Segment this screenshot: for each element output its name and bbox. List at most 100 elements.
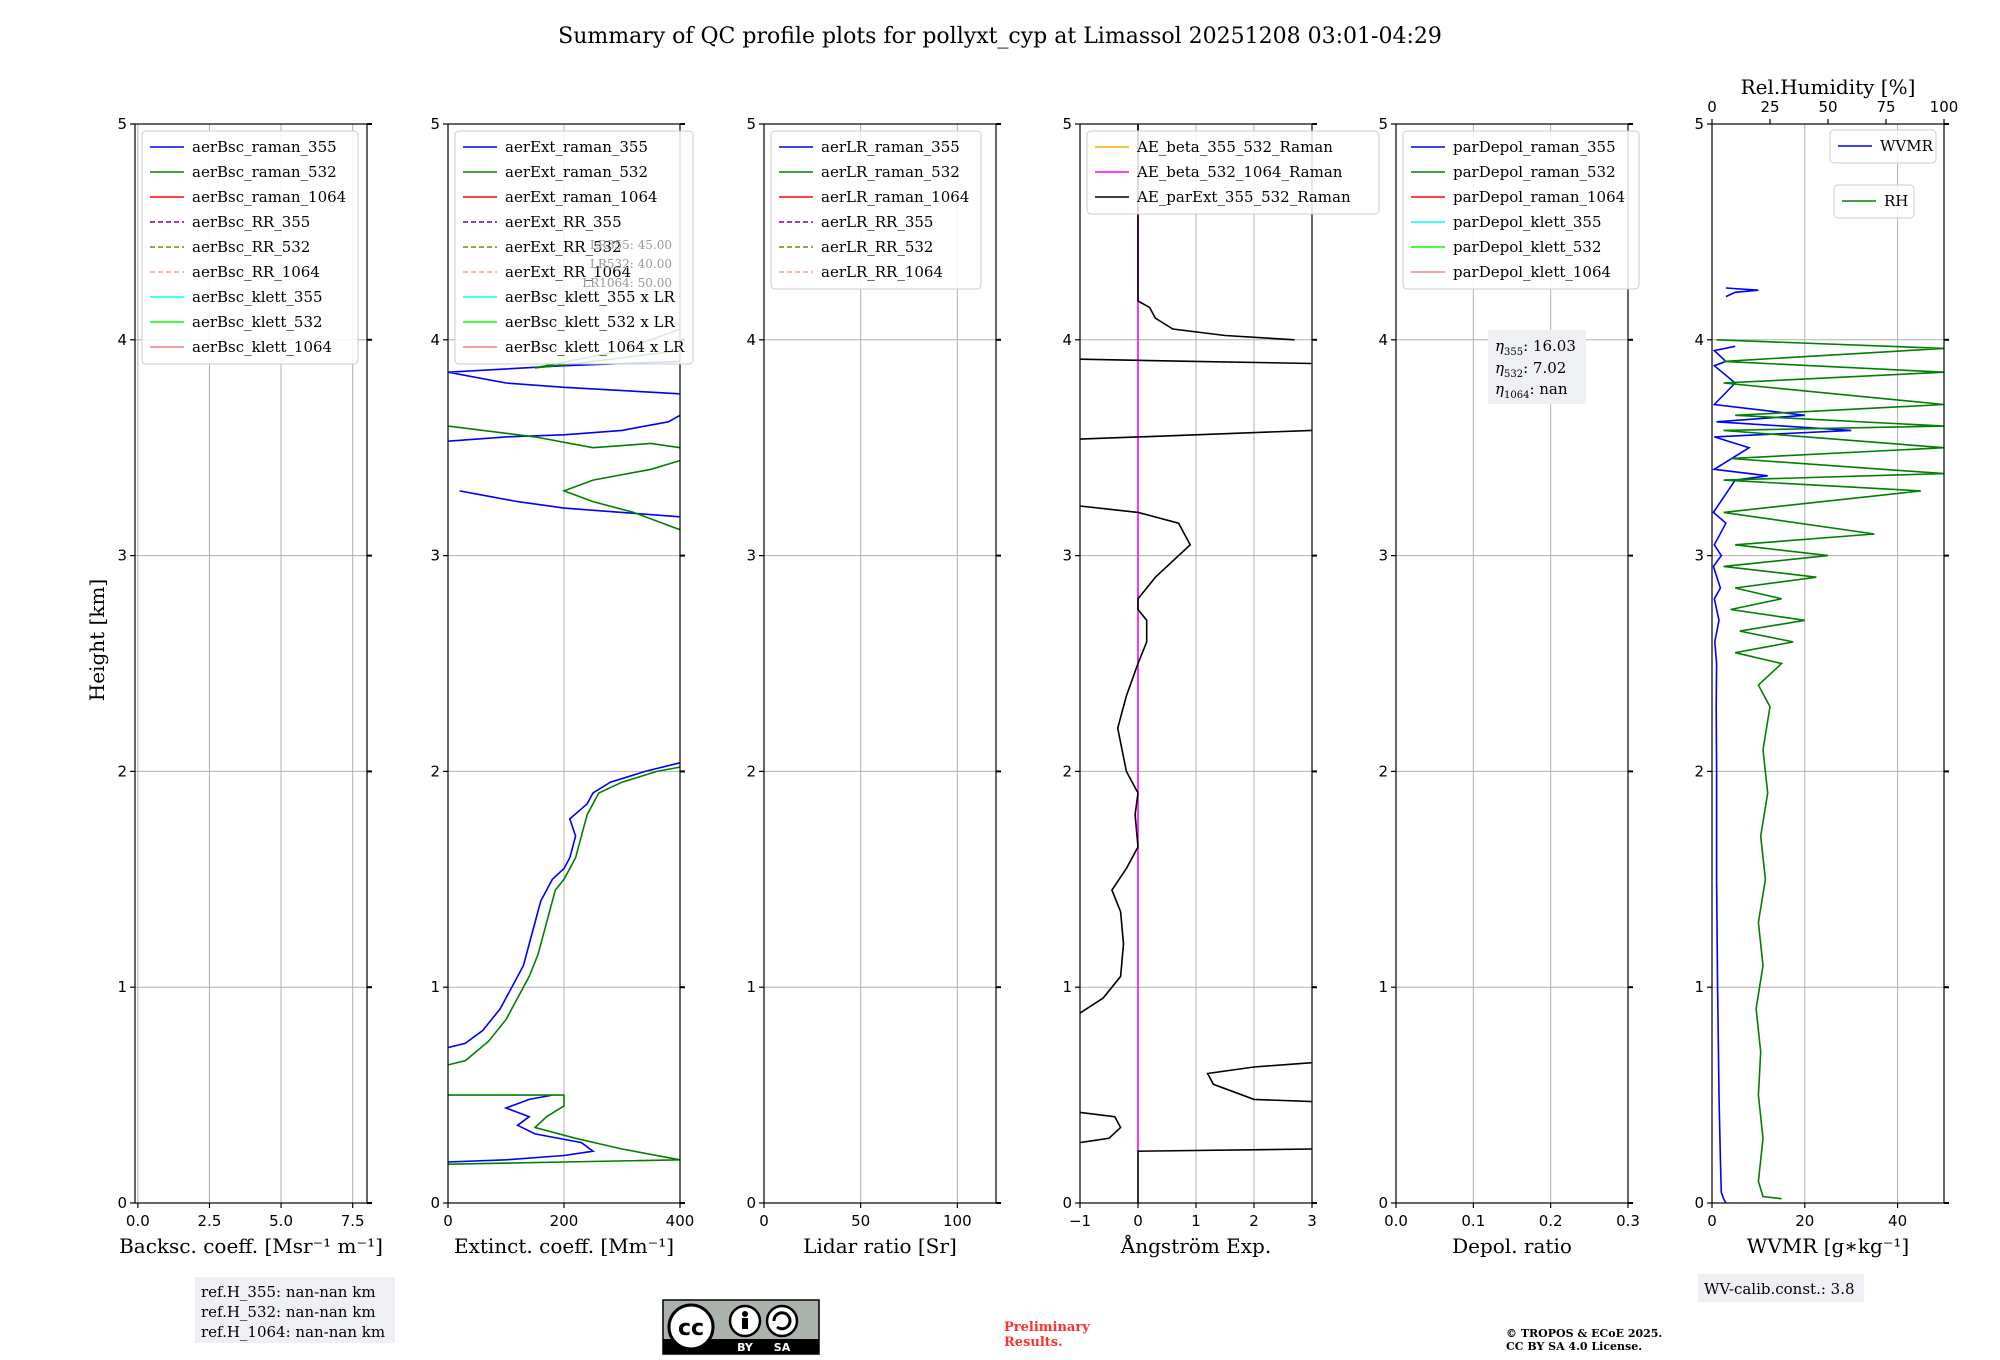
y-tick-label: 4 [1062,331,1072,349]
y-tick-label: 1 [746,978,756,996]
series-WVMR [1712,287,1852,1203]
legend-entry: RH [1884,192,1908,210]
top-x-tick-label: 100 [1930,98,1959,116]
legend-entry: AE_beta_355_532_Raman [1136,138,1333,156]
legend: aerExt_raman_355 aerExt_raman_532 aerExt_r… [454,130,694,365]
legend-box [141,130,359,365]
ref-height-note: ref.H_355: nan-nan km ref.H_532: nan-nan… [195,1277,395,1343]
lr-note: LR1064: 50.00 [582,276,672,290]
series-RH [1716,339,1944,1200]
lr-note: LR532: 40.00 [590,257,672,271]
wv-calib-text: WV-calib.const.: 3.8 [1704,1280,1855,1298]
y-tick-label: 0 [117,1194,127,1212]
x-tick-label: 0 [1133,1212,1143,1230]
legend: WVMR [1829,129,1937,164]
x-axis-label: Lidar ratio [Sr] [803,1234,957,1258]
panel-depolarization: 0 1 2 3 4 5 0.0 0.1 0.2 0.3 Depol. ratio parDepol_r… [1378,115,1639,1258]
legend-entry: aerBsc_raman_1064 [192,188,346,206]
legend-entry: parDepol_klett_1064 [1453,263,1611,281]
ref-height-532: ref.H_532: nan-nan km [201,1303,376,1321]
legend: parDepol_raman_355 parDepol_raman_532 parD… [1402,130,1640,290]
y-tick-label: 0 [1378,1194,1388,1212]
y-tick-label: 2 [746,762,756,780]
series-aerExt_raman_532 [448,328,680,1165]
x-tick-label: 0.3 [1616,1212,1640,1230]
legend-entry: AE_beta_532_1064_Raman [1136,163,1343,181]
cc-license-badge: cc BY SA [662,1299,820,1355]
legend: AE_beta_355_532_Raman AE_beta_532_1064_Ra… [1086,130,1380,215]
legend-entry: aerLR_raman_532 [821,163,960,181]
top-x-tick-label: 50 [1818,98,1837,116]
y-tick-label: 0 [430,1194,440,1212]
legend-box [1402,130,1640,290]
y-tick-label: 4 [746,331,756,349]
eta-355: η355: 16.03 [1495,337,1576,358]
y-tick-label: 4 [117,331,127,349]
y-tick-label: 3 [430,547,440,565]
legend-entry: aerLR_RR_1064 [821,263,943,281]
legend-entry: aerBsc_klett_355 [192,288,323,306]
results-label: Results. [1004,1335,1063,1350]
top-x-tick-label: 0 [1707,98,1717,116]
y-tick-label: 3 [1694,547,1704,565]
legend-entry: aerExt_RR_355 [505,213,622,231]
eta-1064: η1064: nan [1495,380,1568,401]
y-tick-label: 5 [430,115,440,133]
x-axis-label: WVMR [g∗kg⁻¹] [1747,1234,1909,1258]
y-tick-label: 2 [117,762,127,780]
cc-by-label: BY [737,1341,754,1354]
x-tick-label: 0 [443,1212,453,1230]
legend-entry: aerExt_raman_1064 [505,188,658,206]
x-tick-label: 2.5 [198,1212,222,1230]
legend-entry: aerBsc_raman_532 [192,163,337,181]
eta-532: η532: 7.02 [1495,359,1566,380]
y-tick-label: 0 [746,1194,756,1212]
legend-entry: aerExt_RR_1064 [505,263,631,281]
x-tick-label: 400 [666,1212,695,1230]
y-tick-label: 2 [1378,762,1388,780]
legend-box [454,130,694,365]
legend-entry: aerExt_raman_532 [505,163,648,181]
y-tick-label: 2 [1062,762,1072,780]
series-AE_parExt_355_532_Raman [1080,124,1312,1203]
y-tick-label: 0 [1062,1194,1072,1212]
y-tick-label: 4 [430,331,440,349]
legend-entry: parDepol_raman_1064 [1453,188,1625,206]
x-tick-label: 7.5 [341,1212,365,1230]
legend-box [770,130,982,290]
y-tick-label: 5 [117,115,127,133]
x-tick-label: 100 [943,1212,972,1230]
y-tick-label: 1 [1694,978,1704,996]
x-tick-label: 200 [550,1212,579,1230]
axes-frame [763,123,997,1204]
x-tick-label: 20 [1795,1212,1814,1230]
axes-frame [1395,123,1629,1204]
cc-sa-label: SA [774,1341,791,1354]
legend-entry: parDepol_raman_355 [1453,138,1616,156]
x-axis-label: Backsc. coeff. [Msr⁻¹ m⁻¹] [119,1234,383,1258]
x-tick-label: 5.0 [269,1212,293,1230]
legend-entry: parDepol_klett_355 [1453,213,1602,231]
y-tick-label: 5 [1378,115,1388,133]
legend-entry: aerExt_raman_355 [505,138,648,156]
axes-frame [1711,123,1945,1204]
y-tick-label: 5 [746,115,756,133]
legend-entry: AE_parExt_355_532_Raman [1136,188,1351,206]
top-x-tick-label: 75 [1876,98,1895,116]
x-tick-label: 50 [851,1212,870,1230]
legend-entry: aerLR_raman_355 [821,138,960,156]
ref-height-355: ref.H_355: nan-nan km [201,1283,376,1301]
x-tick-label: 0.1 [1461,1212,1485,1230]
x-axis-label: Extinct. coeff. [Mm⁻¹] [454,1234,674,1258]
y-tick-label: 5 [1694,115,1704,133]
x-tick-label: 0.2 [1539,1212,1563,1230]
legend-box [1829,129,1937,164]
legend-entry: aerExt_RR_532 [505,238,622,256]
wv-calib-note: WV-calib.const.: 3.8 [1698,1274,1864,1302]
legend-entry: aerBsc_raman_355 [192,138,337,156]
y-tick-label: 5 [1062,115,1072,133]
cc-text: cc [678,1316,704,1341]
